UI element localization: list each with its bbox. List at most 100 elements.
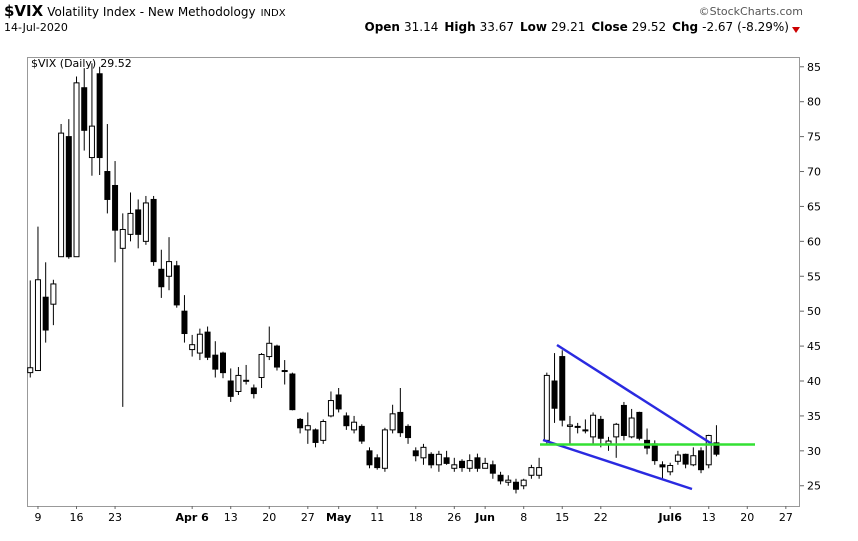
x-tick-label: 9 [34,511,41,524]
candle-body [119,228,126,249]
x-tick-label: Apr 6 [176,511,210,524]
wedge-upper [556,343,713,446]
candle-body [250,387,257,395]
x-tick-label: 20 [740,511,754,524]
source: ©StockCharts.com [699,5,803,18]
plot [27,63,720,494]
candle-body [366,450,373,466]
candle-body [266,342,273,358]
candle-body [58,132,65,258]
candle-body [173,265,180,306]
candle-body [397,411,404,434]
y-tick-label: 50 [807,305,821,318]
legend-value: 29.52 [100,57,132,70]
x-tick-label: Jun [474,511,495,524]
index-name: Volatility Index - New Methodology [47,5,255,19]
candle-body [682,453,689,465]
candle-body [620,404,627,436]
candle-body [304,425,311,431]
candle-body [435,453,442,466]
x-tick-label: 16 [70,511,84,524]
candle-body [674,454,681,462]
candle-body [204,331,211,358]
y-tick-label: 45 [807,340,821,353]
candle-body [466,460,473,469]
x-tick-label: 20 [262,511,276,524]
candle-body [420,446,427,459]
x-tick-label: 27 [779,511,793,524]
candle-body [81,87,88,131]
candle-body [142,202,149,242]
candle-body [613,423,620,438]
quote-value: 29.52 [632,20,666,34]
y-tick-label: 40 [807,375,821,388]
candle-body [667,464,674,473]
candle-body [528,467,535,476]
header: $VIX Volatility Index - New Methodology IN… [4,2,286,20]
y-tick-label: 70 [807,166,821,179]
quote-label: High [444,20,475,34]
candle-body [451,464,458,469]
candle-body [243,379,250,382]
exchange: INDX [261,8,286,19]
quote: Open 31.14 High 33.67 Low 29.21 Close 29.52 Chg -… [365,20,790,34]
quote-value: 33.67 [480,20,514,34]
candle-body [312,429,319,443]
candle-body [389,413,396,431]
y-tick-label: 35 [807,410,821,423]
quote-value: 29.21 [551,20,585,34]
candle-body [96,73,103,159]
x-tick-label: 23 [108,511,122,524]
candle-body [258,353,265,379]
candle-body [50,283,57,305]
y-tick-label: 75 [807,131,821,144]
candle-body [636,411,643,439]
quote-label: Low [520,20,547,34]
candle-body [659,464,666,468]
candle-body [705,434,712,466]
candle-body [651,443,658,462]
y-tick-label: 55 [807,270,821,283]
candle-body [289,373,296,411]
quote-pct: (-8.29%) [737,20,789,34]
candle-body [482,462,489,469]
x-tick-label: 8 [520,511,527,524]
x-tick-label: 27 [301,511,315,524]
candle-body [320,421,327,441]
candle-body [566,424,573,427]
candle-body [412,450,419,457]
legend-name: $VIX (Daily) [31,57,96,70]
x-tick-label: 13 [702,511,716,524]
date: 14-Jul-2020 [4,21,68,34]
candle-body [428,453,435,466]
candle-body [536,467,543,476]
y-tick-label: 80 [807,96,821,109]
candle-body [559,356,566,421]
candle-body [135,209,142,235]
y-tick-label: 25 [807,480,821,493]
candle-body [235,374,242,392]
down-arrow [792,27,800,33]
candle-body [281,370,288,373]
y-tick-label: 30 [807,445,821,458]
candle-body [220,352,227,374]
symbol: $VIX [4,2,44,20]
candle-body [505,479,512,483]
candle-body [358,425,365,442]
candle-body [597,418,604,439]
candle-body [227,380,234,397]
candle-body [512,481,519,490]
candle-body [327,400,334,417]
candle-body [112,184,119,231]
plot-frame [27,57,800,507]
candle-body [196,333,203,354]
candle-body [34,279,41,372]
candle-body [690,455,697,466]
candle-body [73,82,80,258]
candle-body [65,136,72,258]
candle-body [27,367,34,374]
candle-body [212,354,219,370]
candle-body [443,457,450,464]
x-tick-label: 11 [370,511,384,524]
candle-body [273,345,280,368]
